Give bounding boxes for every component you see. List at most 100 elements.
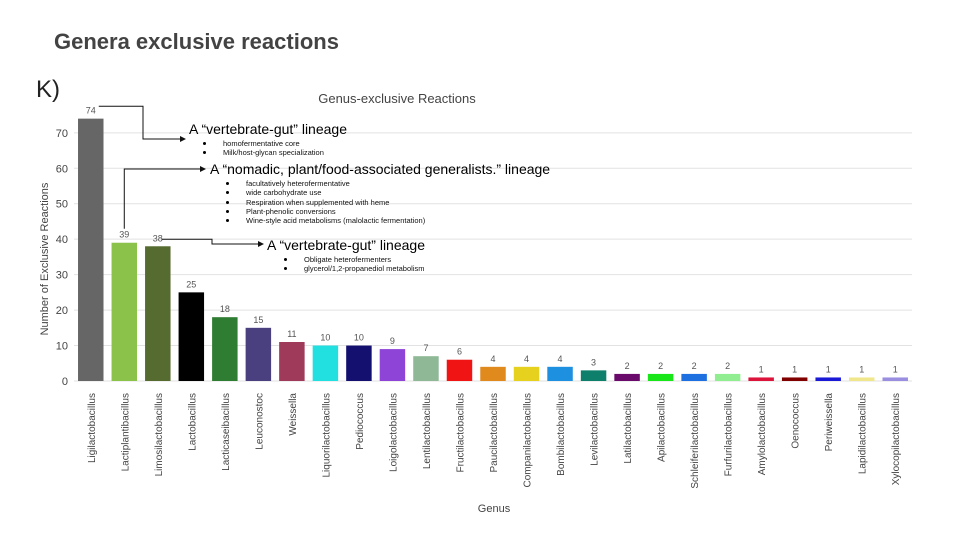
bar-value-label: 1 — [759, 364, 764, 374]
annotation-3-list: Obligate heterofermenters glycerol/1,2-p… — [284, 255, 424, 274]
y-tick-label: 10 — [56, 341, 68, 353]
y-tick-label: 40 — [56, 234, 68, 246]
x-tick-label: Levilactobacillus — [590, 393, 601, 466]
y-tick-label: 60 — [56, 163, 68, 175]
bar — [413, 356, 439, 381]
x-tick-label: Apilactobacillus — [657, 393, 668, 462]
annotation-2-point: facultatively heterofermentative — [226, 179, 425, 188]
x-tick-label: Lacticaseibacillus — [221, 393, 232, 471]
bar-value-label: 10 — [354, 333, 364, 343]
x-axis-ticks: Ligilactobacillus Lactiplantibacillus Limo… — [87, 393, 902, 489]
bar — [547, 366, 573, 381]
panel-label: K) — [36, 76, 60, 103]
x-tick-label: Leuconostoc — [254, 393, 265, 450]
bar-value-label: 11 — [287, 329, 296, 339]
connector-3-arrowhead — [258, 241, 264, 247]
connector-3 — [161, 238, 258, 245]
x-tick-label: Amylolactobacillus — [757, 393, 768, 475]
bar-value-label: 1 — [792, 364, 797, 374]
y-tick-label: 70 — [56, 128, 68, 140]
annotation-2-point: Wine-style acid metabolisms (malolactic … — [226, 216, 425, 225]
connector-1-arrowhead — [180, 136, 186, 142]
x-tick-label: Liquorilactobacillus — [321, 393, 332, 478]
bar-value-label: 2 — [658, 361, 663, 371]
bar-value-label: 2 — [692, 361, 697, 371]
annotation-3-point: Obligate heterofermenters — [284, 255, 424, 264]
chart-title: Genus-exclusive Reactions — [318, 91, 476, 106]
y-axis-label: Number of Exclusive Reactions — [39, 182, 51, 335]
bar-value-label: 7 — [423, 343, 428, 353]
bars — [78, 118, 908, 382]
bar-value-label: 39 — [119, 230, 129, 240]
bar — [781, 377, 808, 381]
bar — [446, 359, 473, 381]
bar — [78, 118, 104, 382]
x-tick-label: Oenococcus — [791, 393, 802, 449]
bar-value-label: 9 — [390, 336, 395, 346]
bar-value-label: 2 — [625, 361, 630, 371]
x-tick-label: Bombilactobacillus — [556, 393, 567, 476]
x-axis-label: Genus — [478, 503, 511, 515]
bar-value-label: 4 — [490, 354, 495, 364]
x-tick-label: Limosilactobacillus — [154, 393, 165, 476]
annotation-1-point: Milk/host-glycan specialization — [203, 148, 324, 157]
bar — [346, 345, 372, 381]
y-tick-label: 50 — [56, 199, 68, 211]
bar — [480, 366, 506, 381]
annotation-connectors — [98, 105, 264, 247]
bar — [647, 373, 674, 381]
x-tick-label: Lactobacillus — [187, 393, 198, 451]
y-axis-ticks: 0 10 20 30 40 50 60 70 — [56, 128, 68, 388]
bar-value-label: 18 — [220, 304, 230, 314]
x-tick-label: Paucilactobacillus — [489, 393, 500, 473]
bar — [145, 246, 171, 381]
bar — [111, 242, 138, 381]
annotation-3-point: glycerol/1,2-propanediol metabolism — [284, 264, 424, 273]
x-tick-label: Fructilactobacillus — [455, 393, 466, 472]
x-tick-label: Schleiferilactobacillus — [690, 393, 701, 489]
bar-value-label: 25 — [186, 279, 196, 289]
x-tick-label: Ligilactobacillus — [87, 393, 98, 463]
bar-value-label: 4 — [524, 354, 529, 364]
annotation-2-heading: A “nomadic, plant/food-associated genera… — [210, 161, 551, 177]
x-tick-label: Weissella — [288, 393, 299, 436]
x-tick-label: Companilactobacillus — [523, 393, 534, 488]
bar — [882, 377, 908, 381]
connector-2 — [123, 168, 200, 229]
bar — [748, 377, 774, 381]
bar-value-label: 10 — [320, 333, 330, 343]
x-tick-label: Loigolactobacillus — [388, 393, 399, 472]
x-tick-label: Lentilactobacillus — [422, 393, 433, 469]
bar — [714, 373, 741, 381]
bar-value-label: 74 — [86, 106, 96, 116]
y-tick-label: 20 — [56, 305, 68, 317]
x-tick-label: Pediococcus — [355, 393, 366, 450]
annotation-1-heading: A “vertebrate-gut” lineage — [189, 121, 347, 137]
x-tick-label: Furfurilactobacillus — [724, 393, 735, 476]
annotation-2-point: Respiration when supplemented with heme — [226, 198, 425, 207]
bar — [212, 317, 238, 381]
bar-value-label: 4 — [558, 354, 563, 364]
x-tick-label: Xylocopilactobacillus — [891, 393, 902, 485]
bar — [614, 373, 640, 381]
slide-title: Genera exclusive reactions — [54, 29, 339, 54]
bar-value-label: 1 — [826, 364, 831, 374]
bar — [245, 327, 272, 381]
bar — [580, 370, 607, 381]
bar — [178, 292, 205, 381]
bar — [379, 349, 406, 381]
x-tick-label: Latilactobacillus — [623, 393, 634, 464]
x-tick-label: Periweissella — [824, 393, 835, 452]
x-tick-label: Lactiplantibacillus — [120, 393, 131, 471]
annotation-2-list: facultatively heterofermentative wide ca… — [226, 179, 425, 225]
annotation-1-list: homofermentative core Milk/host-glycan s… — [203, 139, 324, 158]
bar-value-label: 6 — [457, 347, 462, 357]
connector-2-arrowhead — [200, 166, 206, 172]
bar-value-label: 38 — [153, 233, 163, 243]
y-tick-label: 30 — [56, 270, 68, 282]
connector-1 — [98, 105, 180, 140]
bar-value-label: 3 — [591, 357, 596, 367]
bar-value-label: 1 — [859, 364, 864, 374]
